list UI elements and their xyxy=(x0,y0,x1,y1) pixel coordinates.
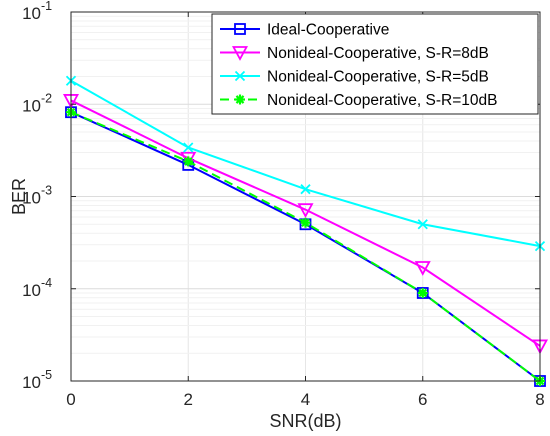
y-tick-mantissa: 10 xyxy=(22,96,41,115)
x-axis-label: SNR(dB) xyxy=(269,411,341,431)
y-tick-mantissa: 10 xyxy=(22,4,41,23)
y-tick-label: 10 -3 xyxy=(22,184,52,208)
y-tick-labels: 10-510-410-310-210-1 xyxy=(22,0,52,392)
data-point xyxy=(417,219,428,230)
y-tick-exponent: -1 xyxy=(41,0,52,13)
legend: Ideal-Cooperative Nonideal-Cooperative, S… xyxy=(211,13,539,115)
y-tick-exponent: -4 xyxy=(41,276,52,290)
legend-box xyxy=(211,13,539,115)
legend-label: Nonideal-Cooperative, S-R=5dB xyxy=(267,69,489,86)
legend-label: Nonideal-Cooperative, S-R=8dB xyxy=(267,45,489,62)
x-tick-label: 2 xyxy=(184,390,193,409)
data-point xyxy=(183,142,194,153)
y-tick-mantissa: 10 xyxy=(22,189,41,208)
legend-marker xyxy=(234,23,246,35)
y-tick-label: 10 -4 xyxy=(22,276,52,300)
legend-entry: Ideal-Cooperative xyxy=(220,22,389,39)
legend-entry: Nonideal-Cooperative, S-R=5dB xyxy=(220,69,489,86)
data-point xyxy=(300,217,311,228)
legend-label: Nonideal-Cooperative, S-R=10dB xyxy=(267,92,497,109)
x-tick-label: 4 xyxy=(301,390,310,409)
y-tick-exponent: -2 xyxy=(41,91,52,105)
legend-label: Ideal-Cooperative xyxy=(267,22,389,39)
y-tick-label: 10 -2 xyxy=(22,91,52,115)
legend-entry: Nonideal-Cooperative, S-R=8dB xyxy=(220,45,489,62)
x-tick-label: 6 xyxy=(418,390,427,409)
data-point xyxy=(297,203,314,219)
y-tick-mantissa: 10 xyxy=(22,373,41,392)
y-tick-label: 10 -5 xyxy=(22,368,52,392)
series-2 xyxy=(62,94,549,355)
x-tick-label: 8 xyxy=(535,390,544,409)
data-point xyxy=(414,261,431,276)
legend-marker xyxy=(231,46,249,61)
y-tick-mantissa: 10 xyxy=(22,281,41,300)
legend-marker xyxy=(235,94,245,105)
data-point xyxy=(300,184,311,195)
y-axis-label: BER xyxy=(9,178,29,215)
x-tick-label: 0 xyxy=(66,390,75,409)
data-point xyxy=(183,156,194,167)
data-point xyxy=(417,287,428,298)
legend-entry: Nonideal-Cooperative, S-R=10dB xyxy=(220,92,497,109)
legend-marker xyxy=(234,70,246,82)
y-tick-exponent: -5 xyxy=(41,368,52,382)
series-line xyxy=(70,99,541,347)
y-tick-label: 10 -1 xyxy=(22,0,52,23)
y-tick-exponent: -3 xyxy=(41,184,52,198)
x-tick-labels: 0 2 4 6 8 xyxy=(66,390,544,409)
